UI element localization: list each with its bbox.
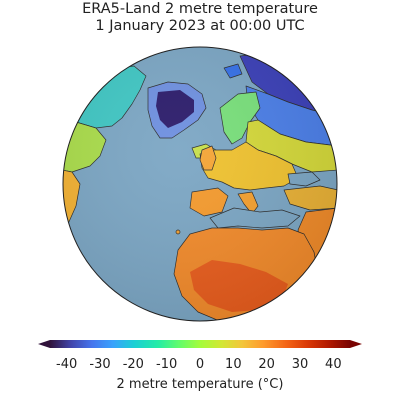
colorbar-tick-label: 0 bbox=[195, 357, 205, 372]
colorbar-tick-label: 30 bbox=[291, 357, 309, 372]
title-line-2: 1 January 2023 at 00:00 UTC bbox=[95, 18, 305, 34]
globe-map bbox=[62, 46, 338, 322]
globe-outline bbox=[62, 46, 338, 322]
colorbar-max-extend bbox=[350, 340, 362, 348]
colorbar bbox=[38, 340, 362, 348]
land-arabia bbox=[313, 253, 337, 297]
title-line-1: ERA5-Land 2 metre temperature bbox=[82, 1, 318, 17]
colorbar-gradient bbox=[50, 340, 350, 348]
colorbar-tick-label: -10 bbox=[156, 357, 178, 372]
colorbar-tick-label: 20 bbox=[258, 357, 275, 372]
colorbar-tick-label: 10 bbox=[225, 357, 242, 372]
map-title: ERA5-Land 2 metre temperature 1 January … bbox=[0, 1, 400, 35]
colorbar-tick-label: -30 bbox=[89, 357, 111, 372]
colorbar-ticks: -40 -30 -20 -10 0 10 20 30 40 bbox=[0, 357, 400, 375]
colorbar-tick-label: -40 bbox=[56, 357, 78, 372]
colorbar-tick-label: -20 bbox=[122, 357, 144, 372]
globe-shading bbox=[63, 47, 337, 321]
colorbar-min-extend bbox=[38, 340, 50, 348]
colorbar-label: 2 metre temperature (°C) bbox=[116, 377, 284, 392]
colorbar-tick-label: 40 bbox=[325, 357, 342, 372]
